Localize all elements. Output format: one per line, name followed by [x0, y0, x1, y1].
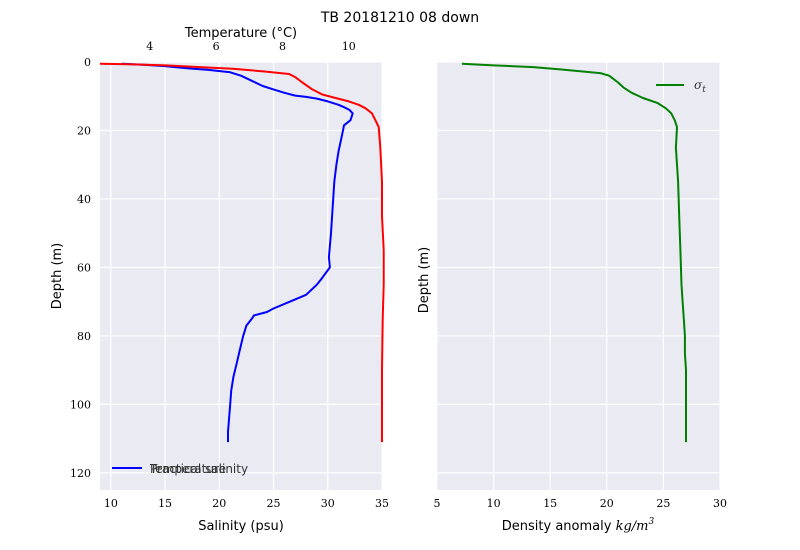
density-axis-label: Density anomaly kg/m3	[502, 517, 655, 534]
temperature-tick-label: 4	[146, 40, 153, 53]
left-y-tick-label: 40	[77, 193, 91, 206]
left-y-tick-label: 20	[77, 124, 91, 137]
right-depth-axis-label: Depth (m)	[417, 247, 432, 314]
density-tick-label: 5	[434, 497, 441, 510]
right-bottom-tick-labels: 5 10 15 20 25 30	[434, 497, 728, 510]
temperature-axis-label: Temperature (°C)	[184, 26, 297, 41]
left-top-tick-labels: 4 6 8 10	[146, 40, 356, 53]
right-plot-area	[437, 62, 720, 490]
temperature-tick-label: 10	[342, 40, 356, 53]
density-tick-label: 20	[600, 497, 614, 510]
left-y-tick-label: 100	[70, 398, 91, 411]
left-y-tick-label: 120	[70, 467, 91, 480]
left-depth-axis-label: Depth (m)	[50, 243, 65, 310]
density-axis-label-units: kg/m	[616, 519, 649, 534]
left-y-tick-labels: 0 20 40 60 80 100 120	[70, 56, 91, 480]
legend-sigma-t-label: σt	[694, 78, 706, 95]
density-panel: 5 10 15 20 25 30 Density anomaly kg/m3 Depth …	[417, 61, 728, 534]
salinity-tick-label: 10	[104, 497, 118, 510]
left-plot-area	[100, 62, 382, 490]
legend-sigma-symbol: σ	[694, 78, 703, 92]
left-y-tick-label: 0	[84, 56, 91, 69]
legend-sigma-subscript: t	[702, 85, 706, 95]
salinity-tick-label: 15	[158, 497, 172, 510]
sigma-t-line	[461, 62, 687, 443]
right-series-lines	[461, 62, 687, 443]
density-tick-label: 15	[543, 497, 557, 510]
figure-title: TB 20181210 08 down	[320, 10, 479, 26]
left-bottom-tick-labels: 10 15 20 25 30 35	[104, 497, 389, 510]
salinity-axis-label: Salinity (psu)	[198, 519, 284, 534]
left-series-lines	[99, 62, 385, 443]
density-tick-label: 10	[487, 497, 501, 510]
salinity-tick-label: 25	[267, 497, 281, 510]
salinity-tick-label: 35	[375, 497, 389, 510]
left-y-tick-label: 60	[77, 261, 91, 274]
legend-practical-salinity-label: Practical salinity	[150, 462, 248, 476]
salinity-temperature-panel: 0 20 40 60 80 100 120 10 15 20 25 30 35 4 6 8 10 Salin…	[50, 26, 389, 534]
temperature-line	[99, 62, 385, 443]
temperature-tick-label: 8	[279, 40, 286, 53]
right-gridlines	[436, 61, 721, 490]
density-axis-label-text: Density anomaly	[502, 519, 616, 534]
salinity-tick-label: 30	[321, 497, 335, 510]
density-tick-label: 30	[713, 497, 727, 510]
density-tick-label: 25	[656, 497, 670, 510]
salinity-tick-label: 20	[212, 497, 226, 510]
legend-temperature-label: Temperature	[149, 462, 226, 476]
temperature-tick-label: 6	[213, 40, 220, 53]
left-legend: Practical salinity Temperature	[112, 462, 248, 476]
density-axis-label-exponent: 3	[648, 517, 654, 527]
left-y-tick-label: 80	[77, 330, 91, 343]
left-gridlines	[100, 61, 383, 490]
right-legend: σt	[656, 78, 706, 95]
salinity-line	[121, 62, 354, 443]
